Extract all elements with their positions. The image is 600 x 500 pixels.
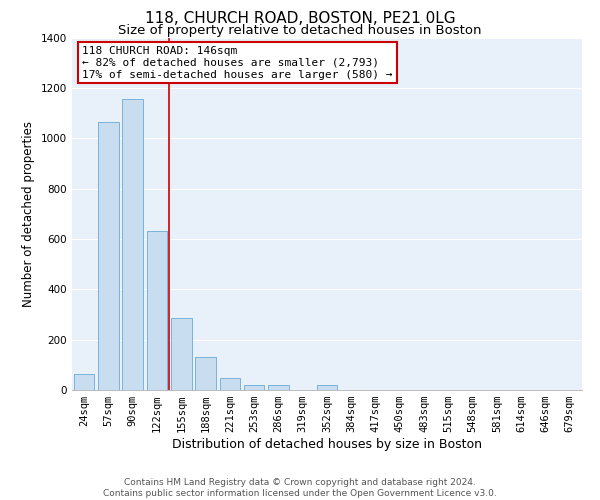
Bar — [317, 385, 337, 390]
Bar — [74, 374, 94, 390]
Bar — [195, 358, 216, 390]
Bar — [98, 122, 119, 390]
Text: Size of property relative to detached houses in Boston: Size of property relative to detached ho… — [118, 24, 482, 37]
Y-axis label: Number of detached properties: Number of detached properties — [22, 120, 35, 306]
Bar — [268, 385, 289, 390]
Text: Contains HM Land Registry data © Crown copyright and database right 2024.
Contai: Contains HM Land Registry data © Crown c… — [103, 478, 497, 498]
Bar — [146, 232, 167, 390]
X-axis label: Distribution of detached houses by size in Boston: Distribution of detached houses by size … — [172, 438, 482, 451]
Bar — [122, 99, 143, 390]
Text: 118 CHURCH ROAD: 146sqm
← 82% of detached houses are smaller (2,793)
17% of semi: 118 CHURCH ROAD: 146sqm ← 82% of detache… — [82, 46, 392, 80]
Bar — [244, 385, 265, 390]
Text: 118, CHURCH ROAD, BOSTON, PE21 0LG: 118, CHURCH ROAD, BOSTON, PE21 0LG — [145, 11, 455, 26]
Bar — [220, 378, 240, 390]
Bar — [171, 318, 191, 390]
